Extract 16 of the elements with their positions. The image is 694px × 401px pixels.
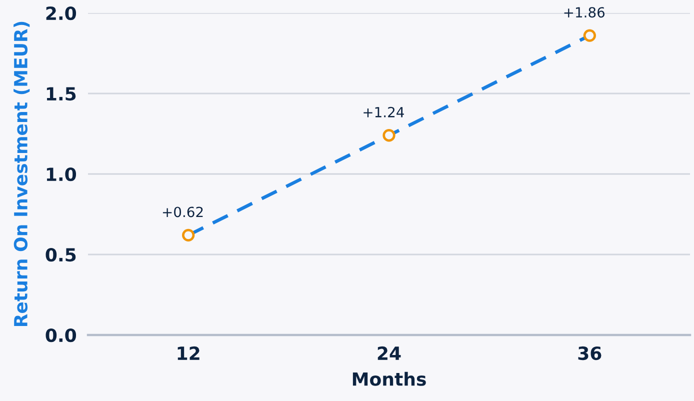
x-tick-label: 24 — [378, 346, 401, 360]
y-tick-label: 2.0 — [46, 6, 76, 20]
x-axis-title: Months — [352, 372, 426, 386]
y-tick-label: 1.0 — [46, 167, 76, 182]
y-axis-title: Return On Investment (MEUR) — [14, 22, 30, 326]
point — [583, 29, 596, 42]
data-label: +0.62 — [162, 206, 203, 218]
point — [182, 228, 195, 242]
x-tick-label: 36 — [578, 346, 602, 360]
x-tick-label: 12 — [178, 346, 200, 360]
y-tick-label: 0.0 — [46, 328, 76, 342]
point — [382, 129, 396, 142]
data-label: +1.86 — [564, 7, 605, 18]
y-tick-label: 0.5 — [46, 248, 76, 262]
data-label: +1.24 — [364, 106, 404, 118]
y-tick-label: 1.5 — [46, 87, 76, 101]
